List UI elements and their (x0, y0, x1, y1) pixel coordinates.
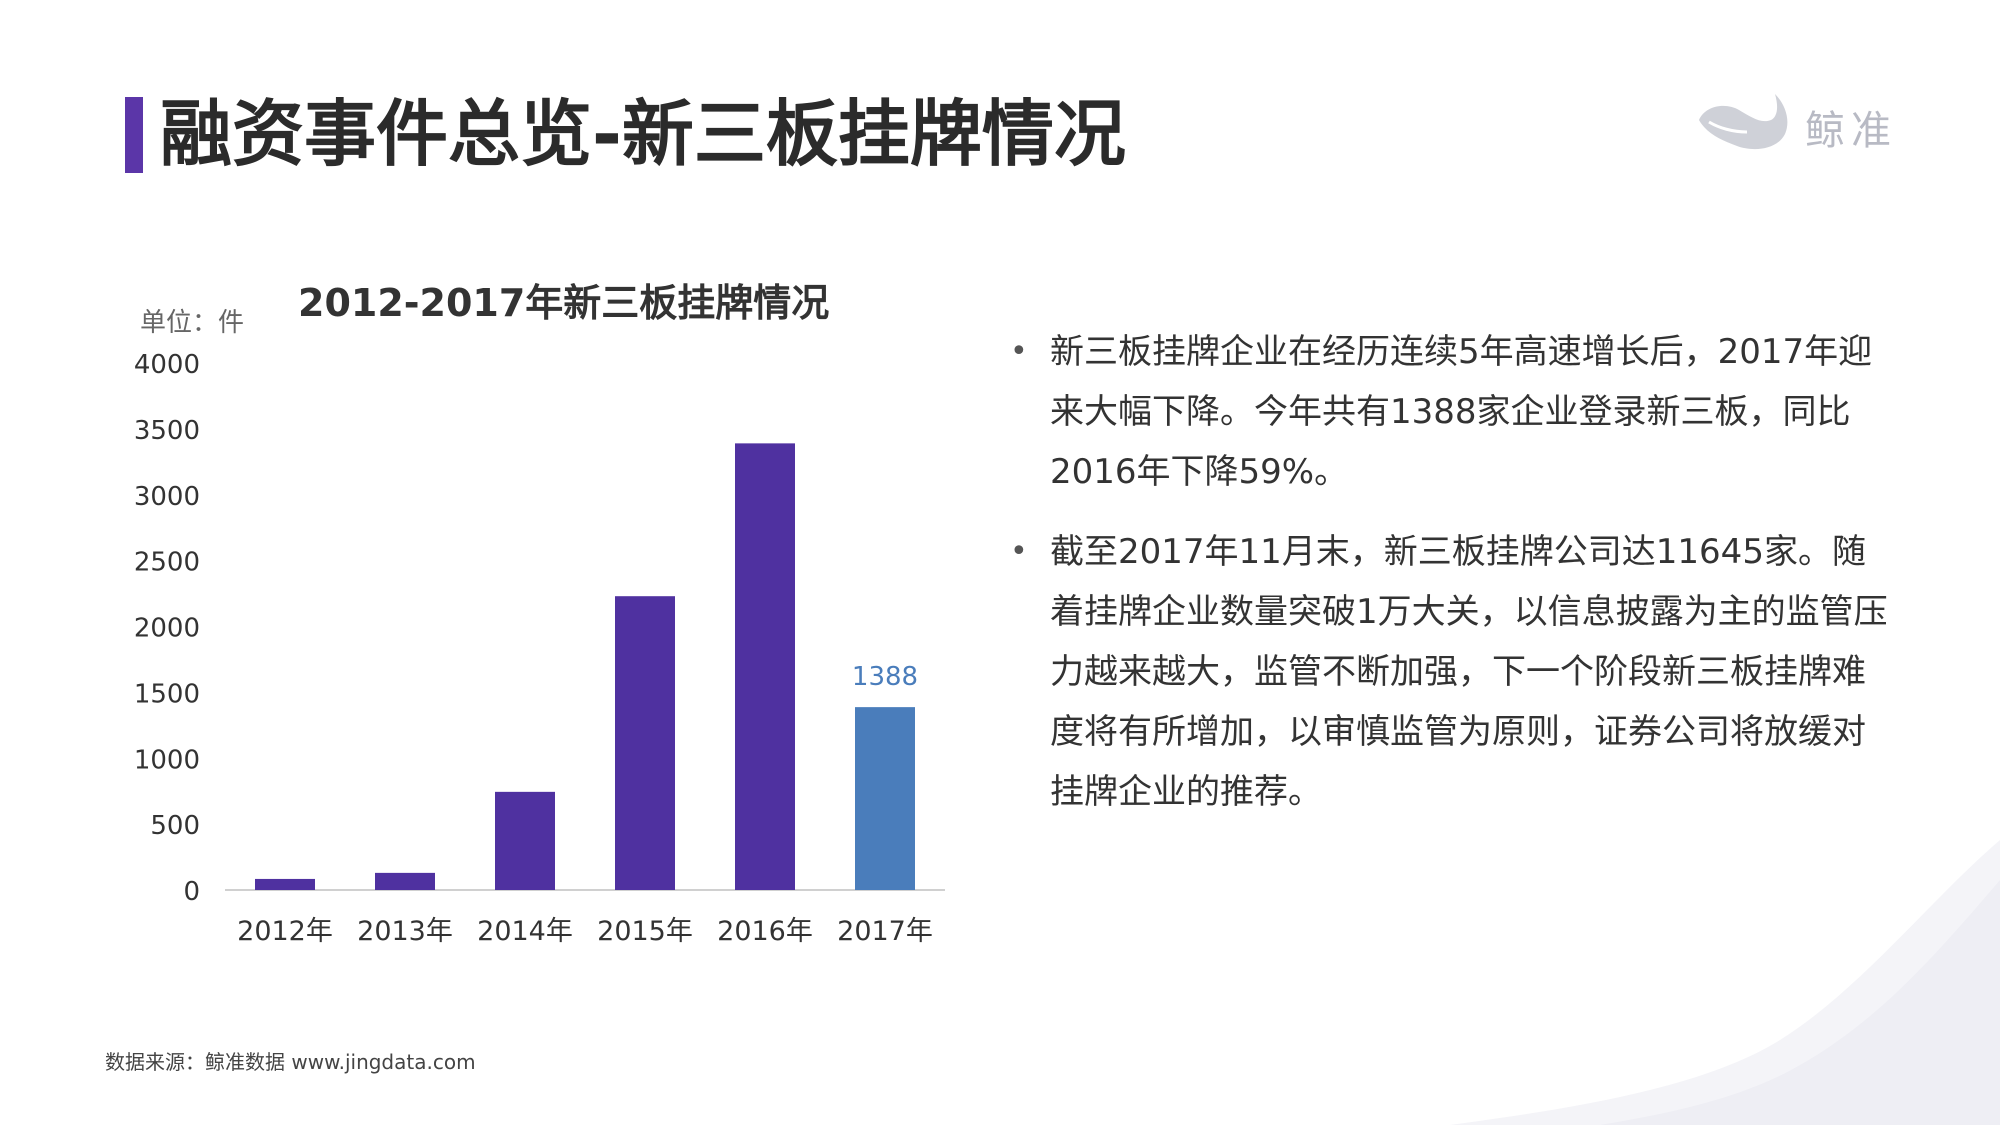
bullet-item: • 新三板挂牌企业在经历连续5年高速增长后，2017年迎来大幅下降。今年共有13… (1010, 322, 1890, 502)
y-tick-label: 4000 (134, 350, 200, 380)
bullet-dot-icon: • (1010, 334, 1028, 369)
chart-unit-label: 单位：件 (140, 308, 245, 338)
bar-2013年 (375, 872, 435, 890)
bullet-item: • 截至2017年11月末，新三板挂牌公司达11645家。随着挂牌企业数量突破1… (1010, 522, 1890, 822)
y-tick-label: 0 (183, 877, 200, 907)
bar-2015年 (615, 596, 675, 890)
logo-text: 鲸准 (1805, 108, 1897, 154)
bar-2014年 (495, 791, 555, 890)
y-tick-label: 2000 (134, 614, 200, 644)
whale-icon (1699, 94, 1788, 150)
bar-2016年 (735, 443, 795, 890)
bar-2012年 (255, 878, 315, 890)
y-tick-label: 2500 (134, 548, 200, 578)
data-label: 1388 (852, 662, 918, 692)
x-tick-label: 2014年 (477, 916, 573, 947)
y-tick-label: 1000 (134, 745, 200, 775)
y-tick-label: 1500 (134, 679, 200, 709)
chart-title: 2012-2017年新三板挂牌情况 (298, 281, 830, 325)
x-tick-label: 2013年 (357, 916, 453, 947)
page-title: 融资事件总览-新三板挂牌情况 (160, 92, 1126, 176)
jingdata-logo: 鲸准 (1695, 80, 1905, 160)
x-tick-label: 2015年 (597, 916, 693, 947)
x-tick-label: 2016年 (717, 916, 813, 947)
y-tick-label: 500 (150, 811, 200, 841)
bullet-text: 截至2017年11月末，新三板挂牌公司达11645家。随着挂牌企业数量突破1万大… (1050, 532, 1888, 812)
bullet-text: 新三板挂牌企业在经历连续5年高速增长后，2017年迎来大幅下降。今年共有1388… (1050, 332, 1873, 492)
y-tick-label: 3000 (134, 482, 200, 512)
bullet-list: • 新三板挂牌企业在经历连续5年高速增长后，2017年迎来大幅下降。今年共有13… (1010, 322, 1890, 842)
bar-2017年 (855, 707, 915, 890)
y-tick-label: 3500 (134, 416, 200, 446)
title-accent-bar (125, 97, 143, 173)
data-source: 数据来源：鲸准数据 www.jingdata.com (105, 1050, 476, 1074)
x-tick-label: 2012年 (237, 916, 333, 947)
bullet-dot-icon: • (1010, 534, 1028, 569)
x-tick-label: 2017年 (837, 916, 933, 947)
